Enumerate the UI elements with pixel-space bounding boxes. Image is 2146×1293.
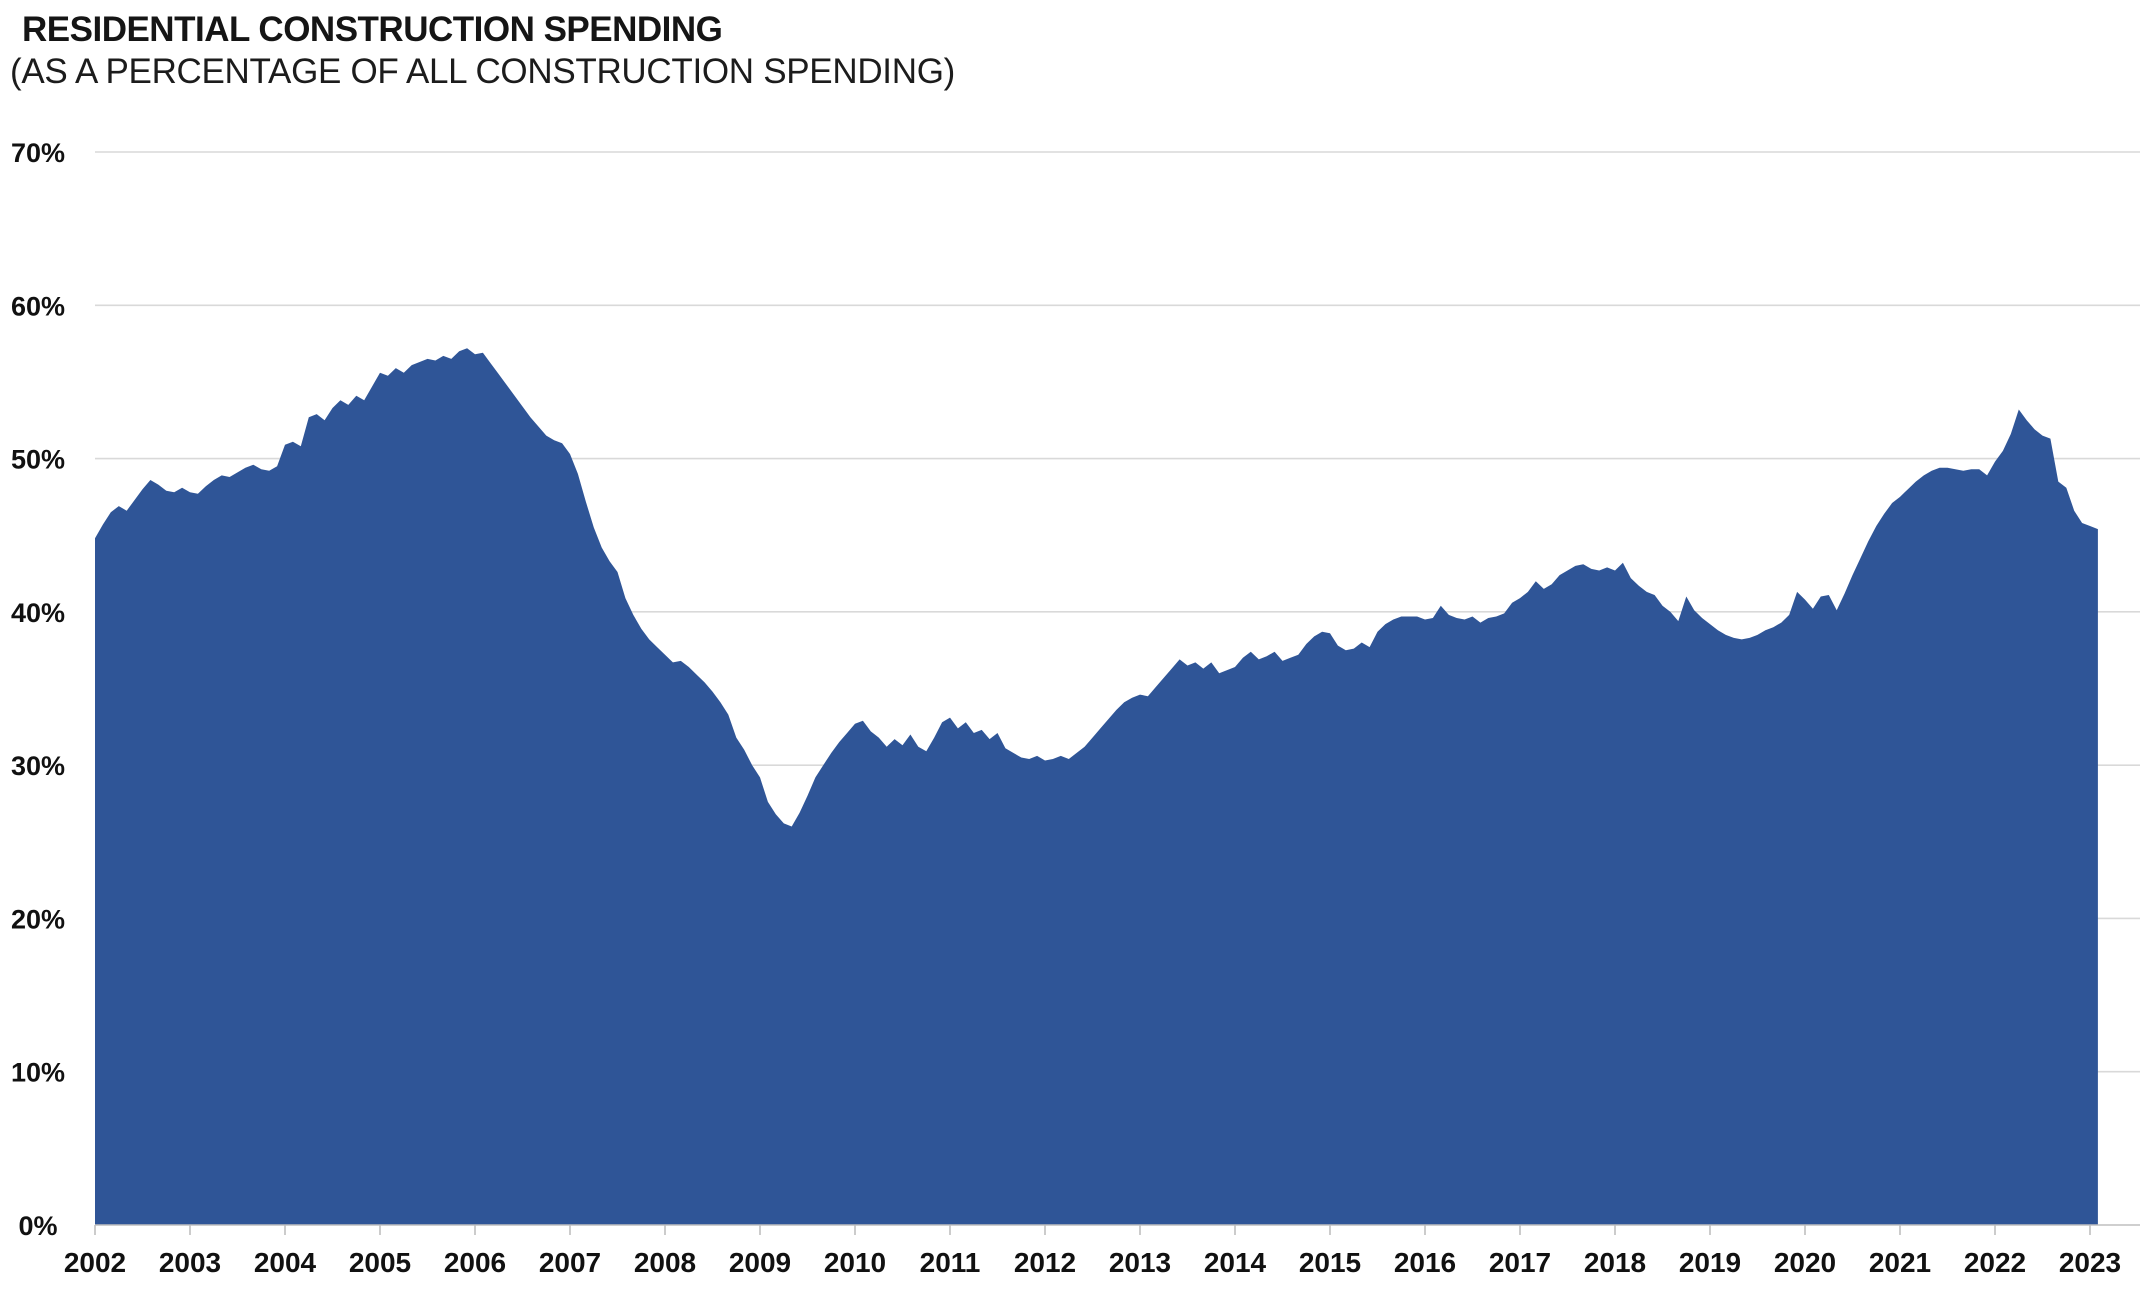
x-tick-label: 2010 [824, 1247, 886, 1278]
x-tick-label: 2005 [349, 1247, 411, 1278]
y-tick-label: 60% [11, 291, 65, 321]
x-tick-label: 2013 [1109, 1247, 1171, 1278]
x-tick-label: 2021 [1869, 1247, 1931, 1278]
y-tick-label: 50% [11, 445, 65, 475]
x-tick-label: 2011 [920, 1247, 981, 1278]
x-tick-label: 2002 [64, 1247, 126, 1278]
y-tick-label: 30% [11, 751, 65, 781]
x-tick-label: 2012 [1014, 1247, 1076, 1278]
x-tick-label: 2009 [729, 1247, 791, 1278]
x-tick-label: 2018 [1584, 1247, 1646, 1278]
x-tick-label: 2003 [159, 1247, 221, 1278]
x-tick-label: 2008 [634, 1247, 696, 1278]
x-axis-labels: 2002 2003 2004 2005 2006 2007 2008 2009 2010 2011… [64, 1247, 2121, 1278]
y-tick-label: 40% [11, 598, 65, 628]
x-tick-label: 2023 [2059, 1247, 2121, 1278]
x-tick-label: 2014 [1204, 1247, 1267, 1278]
chart-subtitle: (AS A PERCENTAGE OF ALL CONSTRUCTION SPE… [10, 52, 955, 91]
series-area [95, 348, 2098, 1225]
x-tick-label: 2022 [1964, 1247, 2026, 1278]
x-tick-label: 2016 [1394, 1247, 1456, 1278]
y-tick-label: 10% [11, 1058, 65, 1088]
x-tick-label: 2017 [1489, 1247, 1551, 1278]
x-tick-label: 2020 [1774, 1247, 1836, 1278]
x-axis [94, 1224, 2140, 1235]
chart-title: RESIDENTIAL CONSTRUCTION SPENDING [22, 10, 723, 49]
y-tick-label: 70% [11, 138, 65, 168]
y-tick-label: 20% [11, 904, 65, 934]
y-axis-labels: 0% 10% 20% 30% 40% 50% 60% 70% [11, 138, 65, 1241]
x-tick-label: 2006 [444, 1247, 506, 1278]
x-tick-label: 2019 [1679, 1247, 1741, 1278]
y-tick-label: 0% [18, 1211, 57, 1241]
x-tick-label: 2007 [539, 1247, 601, 1278]
x-tick-label: 2004 [254, 1247, 317, 1278]
x-tick-label: 2015 [1299, 1247, 1361, 1278]
